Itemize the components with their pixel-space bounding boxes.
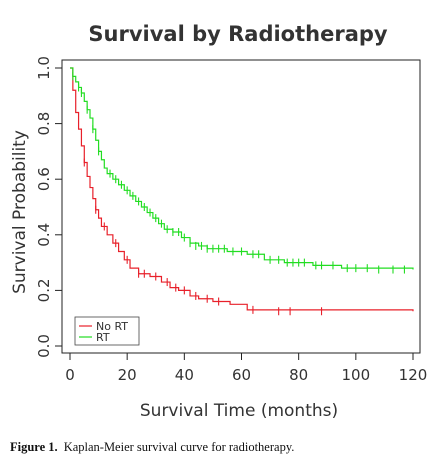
figure-caption: Figure 1. Kaplan-Meier survival curve for… — [10, 440, 435, 455]
figure-label: Figure 1. — [10, 440, 58, 454]
x-tick-label: 40 — [175, 366, 194, 384]
legend-box — [74, 316, 140, 346]
x-tick-label: 20 — [118, 366, 137, 384]
y-tick-label: 1.0 — [35, 56, 53, 80]
x-tick-label: 60 — [232, 366, 251, 384]
x-axis-label: Survival Time (months) — [140, 401, 338, 421]
chart-title: Survival by Radiotherapy — [88, 22, 388, 46]
y-tick-label: 0.0 — [35, 334, 53, 358]
y-tick-label: 0.2 — [35, 278, 53, 302]
y-axis-label: Survival Probability — [10, 130, 30, 294]
y-tick-label: 0.4 — [35, 223, 53, 247]
legend-entry: RT — [96, 331, 110, 344]
plot-frame — [61, 59, 421, 354]
curve-no-rt — [70, 67, 414, 312]
x-tick-label: 80 — [289, 366, 308, 384]
caption-text: Kaplan-Meier survival curve for radiothe… — [63, 440, 295, 454]
x-tick-label: 100 — [342, 366, 371, 384]
axes: 0 20 40 60 80 100 120 0.0 0.2 0.4 0.6 0.8 1.0 — [35, 56, 427, 384]
x-tick-label: 120 — [399, 366, 428, 384]
km-survival-chart: Survival by Radiotherapy Survival Time (… — [10, 22, 427, 421]
legend-entry: No RT — [96, 320, 128, 333]
y-tick-label: 0.8 — [35, 112, 53, 136]
curves — [70, 67, 414, 312]
censor-marks — [72, 72, 405, 316]
curve-rt — [70, 67, 414, 270]
y-tick-label: 0.6 — [35, 167, 53, 191]
x-tick-label: 0 — [65, 366, 75, 384]
